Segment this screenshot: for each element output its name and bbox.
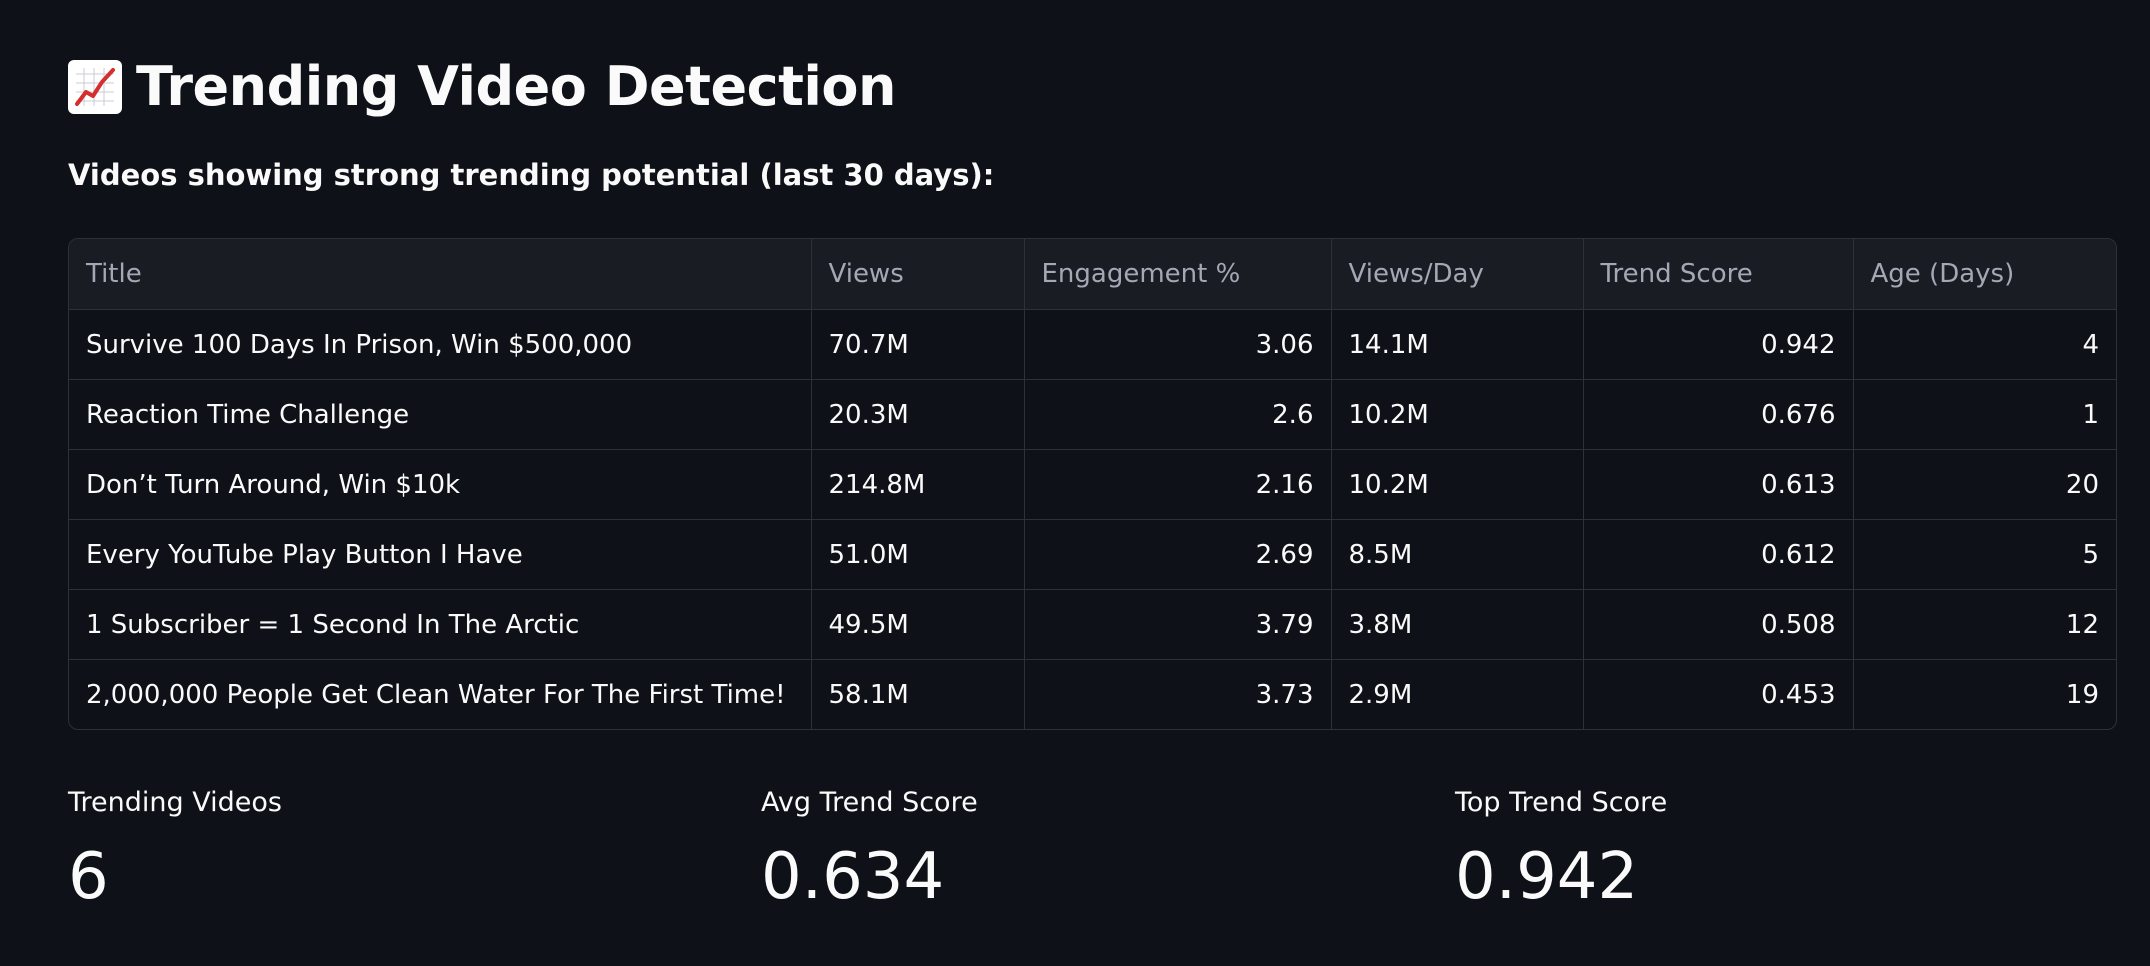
cell-title[interactable]: Survive 100 Days In Prison, Win $500,000 [69,309,812,380]
metric-label: Trending Videos [68,787,282,818]
cell-views-per-day[interactable]: 10.2M [1331,449,1584,520]
cell-engagement[interactable]: 3.73 [1024,659,1332,729]
cell-engagement[interactable]: 3.06 [1024,309,1332,380]
chart-increasing-icon [68,60,122,114]
table-row[interactable]: Reaction Time Challenge 20.3M 2.6 10.2M … [69,379,2116,450]
trending-videos-table[interactable]: Title Views Engagement % Views/Day Trend… [68,238,2117,730]
cell-title[interactable]: 2,000,000 People Get Clean Water For The… [69,659,812,729]
metric-value: 0.634 [761,840,945,914]
cell-engagement[interactable]: 2.6 [1024,379,1332,450]
cell-engagement[interactable]: 2.69 [1024,519,1332,590]
cell-views-per-day[interactable]: 2.9M [1331,659,1584,729]
page-title: Trending Video Detection [136,55,896,118]
metric-trending-videos: Trending Videos 6 [68,783,282,917]
metric-top-trend-score: Top Trend Score 0.942 [1455,783,1667,917]
metrics-row: Trending Videos 6 Avg Trend Score 0.634 … [68,783,2115,923]
column-header-engagement[interactable]: Engagement % [1024,239,1332,310]
cell-age[interactable]: 1 [1853,379,2116,450]
cell-views-per-day[interactable]: 14.1M [1331,309,1584,380]
cell-age[interactable]: 20 [1853,449,2116,520]
column-header-title[interactable]: Title [69,239,812,310]
metric-value: 6 [68,840,109,914]
cell-title[interactable]: Reaction Time Challenge [69,379,812,450]
cell-views[interactable]: 214.8M [811,449,1025,520]
cell-views-per-day[interactable]: 8.5M [1331,519,1584,590]
page-header: Trending Video Detection [68,52,896,122]
cell-views-per-day[interactable]: 3.8M [1331,589,1584,660]
cell-views[interactable]: 20.3M [811,379,1025,450]
cell-trend-score[interactable]: 0.676 [1583,379,1854,450]
cell-views[interactable]: 49.5M [811,589,1025,660]
table-row[interactable]: Don’t Turn Around, Win $10k 214.8M 2.16 … [69,449,2116,520]
metric-value: 0.942 [1455,840,1639,914]
column-header-views-per-day[interactable]: Views/Day [1331,239,1584,310]
metric-avg-trend-score: Avg Trend Score 0.634 [761,783,978,917]
table-header-row: Title Views Engagement % Views/Day Trend… [69,239,2116,310]
cell-age[interactable]: 19 [2065,679,2099,710]
cell-age[interactable]: 4 [1853,309,2116,380]
table-row[interactable]: 1 Subscriber = 1 Second In The Arctic 49… [69,589,2116,660]
table-row[interactable]: Every YouTube Play Button I Have 51.0M 2… [69,519,2116,590]
cell-age[interactable]: 5 [1853,519,2116,590]
cell-title[interactable]: 1 Subscriber = 1 Second In The Arctic [69,589,812,660]
cell-trend-score[interactable]: 0.942 [1583,309,1854,380]
metric-label: Top Trend Score [1455,787,1668,818]
cell-trend-score[interactable]: 0.453 [1583,659,1854,729]
metric-label: Avg Trend Score [761,787,978,818]
cell-title[interactable]: Don’t Turn Around, Win $10k [69,449,812,520]
column-header-trend-score[interactable]: Trend Score [1583,239,1854,310]
cell-views[interactable]: 51.0M [811,519,1025,590]
table-row[interactable]: 2,000,000 People Get Clean Water For The… [69,659,2116,729]
cell-engagement[interactable]: 2.16 [1024,449,1332,520]
table-row[interactable]: Survive 100 Days In Prison, Win $500,000… [69,309,2116,380]
cell-title[interactable]: Every YouTube Play Button I Have [69,519,812,590]
cell-trend-score[interactable]: 0.612 [1583,519,1854,590]
cell-views[interactable]: 70.7M [811,309,1025,380]
cell-trend-score[interactable]: 0.508 [1583,589,1854,660]
cell-age[interactable]: 12 [1853,589,2116,660]
column-header-views[interactable]: Views [811,239,1025,310]
cell-views-per-day[interactable]: 10.2M [1331,379,1584,450]
cell-trend-score[interactable]: 0.613 [1583,449,1854,520]
cell-views[interactable]: 58.1M [811,659,1025,729]
section-subtitle: Videos showing strong trending potential… [68,158,995,192]
column-header-age[interactable]: Age (Days) [1853,239,2116,310]
cell-engagement[interactable]: 3.79 [1024,589,1332,660]
